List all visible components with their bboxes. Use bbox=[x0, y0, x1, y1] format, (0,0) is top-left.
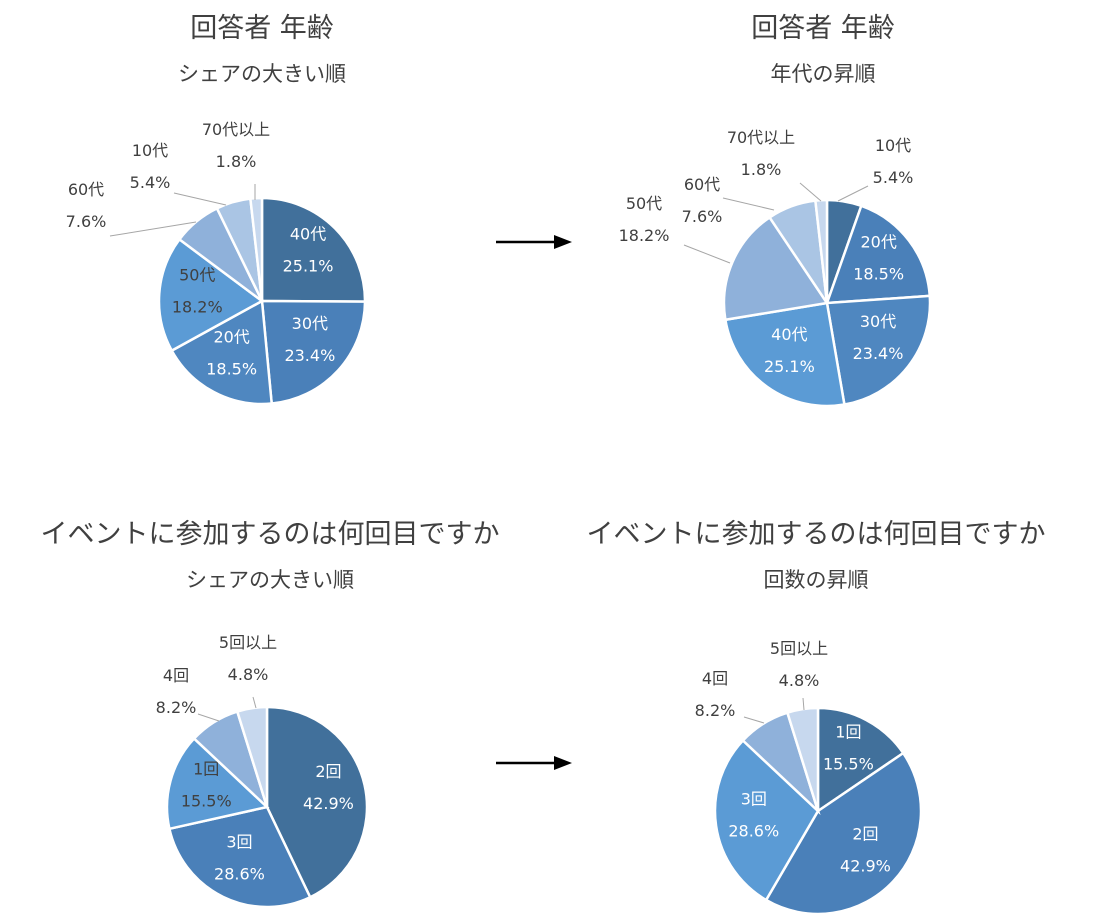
pie-slice bbox=[813, 198, 829, 304]
slice-label: 60代 bbox=[684, 175, 720, 194]
pie-slice bbox=[722, 215, 830, 322]
slice-value-label: 18.2% bbox=[619, 226, 670, 245]
arrow-right-icon bbox=[496, 235, 572, 249]
chart-3-subtitle: シェアの大きい順 bbox=[186, 568, 354, 592]
chart-3-title: イベントに参加するのは何回目ですか bbox=[40, 519, 500, 550]
chart-1-subtitle: シェアの大きい順 bbox=[178, 62, 346, 86]
slice-label: 20代 bbox=[213, 327, 249, 346]
slice-value-label: 5.4% bbox=[873, 168, 914, 187]
slice-value-label: 1.8% bbox=[216, 152, 257, 171]
leader-line bbox=[109, 221, 197, 237]
leader-line bbox=[722, 197, 775, 211]
slice-label: 70代以上 bbox=[202, 120, 270, 139]
pie-slice bbox=[165, 736, 270, 831]
pie-slice bbox=[248, 196, 264, 302]
slice-label: 30代 bbox=[860, 312, 896, 331]
slice-value-label: 4.8% bbox=[228, 665, 269, 684]
slice-value-label: 7.6% bbox=[66, 212, 107, 231]
slice-value-label: 4.8% bbox=[779, 671, 820, 690]
pie-slice bbox=[723, 301, 846, 408]
pie-slice bbox=[260, 196, 367, 303]
slice-label: 40代 bbox=[290, 224, 326, 243]
slice-label: 1回 bbox=[835, 723, 861, 742]
pie-slice bbox=[825, 294, 932, 406]
slice-value-label: 42.9% bbox=[840, 856, 891, 875]
chart-4-pie: 1回 15.5% 2回 42.9% 3回 28.6% 4回 8.2% 5回以上 4.8% bbox=[695, 639, 923, 916]
slice-value-label: 42.9% bbox=[303, 794, 354, 813]
pie-slice bbox=[764, 751, 923, 916]
slice-label: 5回以上 bbox=[770, 639, 828, 658]
slice-value-label: 18.2% bbox=[172, 298, 223, 317]
slice-label: 20代 bbox=[860, 233, 896, 252]
slice-label: 50代 bbox=[179, 266, 215, 285]
pie-slice bbox=[157, 237, 265, 353]
slice-value-label: 1.8% bbox=[741, 160, 782, 179]
pie-slice bbox=[816, 706, 905, 814]
leader-line bbox=[743, 716, 765, 724]
chart-1-title: 回答者 年齢 bbox=[190, 13, 334, 44]
slice-value-label: 18.5% bbox=[206, 359, 257, 378]
pie-slice bbox=[170, 298, 274, 406]
leader-line bbox=[799, 182, 822, 202]
leader-line bbox=[252, 696, 257, 709]
slice-value-label: 28.6% bbox=[214, 865, 265, 884]
slice-value-label: 23.4% bbox=[853, 344, 904, 363]
chart-1-pie: 40代 25.1% 30代 23.4% 20代 18.5% 50代 18.2% 60代 7.6% 1… bbox=[66, 120, 367, 406]
slice-label: 3回 bbox=[741, 789, 767, 808]
slice-label: 3回 bbox=[226, 833, 252, 852]
slice-label: 5回以上 bbox=[219, 633, 277, 652]
chart-4-subtitle: 回数の昇順 bbox=[763, 568, 869, 592]
slice-label: 60代 bbox=[68, 180, 104, 199]
slice-value-label: 23.4% bbox=[284, 346, 335, 365]
leader-line bbox=[683, 244, 731, 264]
slice-value-label: 28.6% bbox=[728, 821, 779, 840]
pie-slice bbox=[713, 738, 820, 902]
slice-label: 30代 bbox=[292, 314, 328, 333]
slice-label: 10代 bbox=[132, 141, 168, 160]
slice-value-label: 8.2% bbox=[695, 701, 736, 720]
slice-label: 4回 bbox=[163, 666, 189, 685]
slice-value-label: 8.2% bbox=[156, 698, 197, 717]
leader-line bbox=[837, 185, 869, 202]
pie-slice bbox=[235, 705, 269, 808]
slice-label: 4回 bbox=[702, 669, 728, 688]
leader-line bbox=[197, 713, 220, 722]
slice-label: 40代 bbox=[771, 325, 807, 344]
slice-label: 50代 bbox=[626, 194, 662, 213]
chart-2-subtitle: 年代の昇順 bbox=[770, 62, 876, 86]
pie-slice bbox=[785, 706, 820, 812]
chart-2-title: 回答者 年齢 bbox=[751, 13, 895, 44]
pie-slice bbox=[260, 299, 367, 405]
chart-2-pie: 10代 5.4% 20代 18.5% 30代 23.4% 40代 25.1% 50代 18.2% 6… bbox=[619, 128, 932, 408]
leader-line bbox=[173, 192, 227, 206]
pie-slice bbox=[167, 805, 312, 909]
slice-label: 1回 bbox=[193, 759, 219, 778]
slice-value-label: 5.4% bbox=[130, 173, 171, 192]
slice-value-label: 18.5% bbox=[853, 265, 904, 284]
pie-slice bbox=[265, 705, 369, 899]
chart-4-title: イベントに参加するのは何回目ですか bbox=[586, 519, 1046, 550]
chart-3-pie: 2回 42.9% 3回 28.6% 1回 15.5% 4回 8.2% 5回以上 4.8% bbox=[156, 633, 369, 909]
arrow-right-icon bbox=[496, 756, 572, 770]
leader-line bbox=[802, 697, 805, 711]
slice-value-label: 25.1% bbox=[764, 357, 815, 376]
slice-value-label: 15.5% bbox=[181, 791, 232, 810]
slice-value-label: 25.1% bbox=[283, 256, 334, 275]
slice-value-label: 15.5% bbox=[823, 755, 874, 774]
slice-label: 2回 bbox=[315, 762, 341, 781]
slice-label: 70代以上 bbox=[727, 128, 795, 147]
slice-label: 10代 bbox=[875, 136, 911, 155]
slice-label: 2回 bbox=[852, 824, 878, 843]
pie-slice bbox=[825, 204, 932, 305]
slice-value-label: 7.6% bbox=[682, 207, 723, 226]
